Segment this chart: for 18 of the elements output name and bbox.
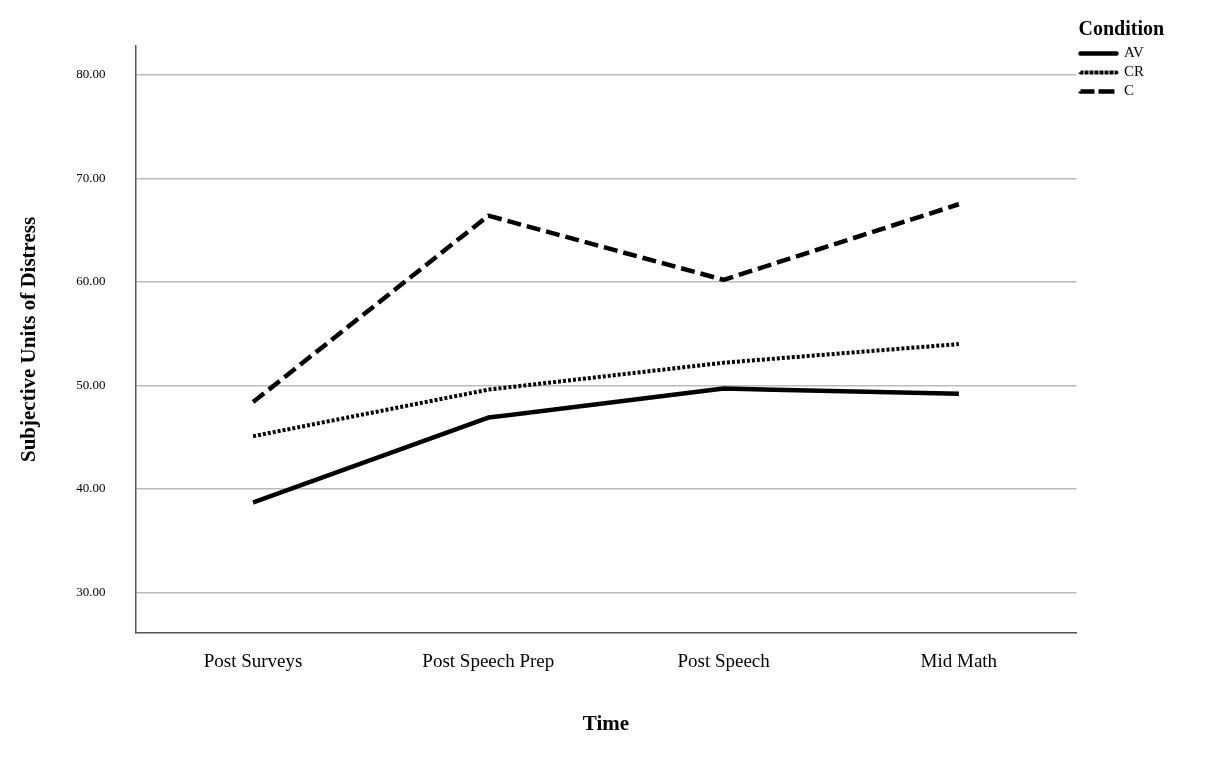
legend-label: CR (1123, 63, 1145, 80)
x-tick-label: Mid Math (920, 650, 998, 672)
x-axis-title: Time (582, 710, 630, 735)
line-series (251, 342, 961, 439)
line-series (250, 202, 962, 405)
y-tick-label: 30.00 (76, 584, 106, 600)
legend-title: Condition (1078, 17, 1165, 40)
y-tick-label: 80.00 (76, 66, 106, 82)
legend-label: C (1123, 82, 1135, 99)
y-tick-label: 70.00 (76, 169, 106, 185)
y-tick-label: 50.00 (76, 376, 106, 392)
x-tick-label: Post Speech (677, 650, 771, 672)
x-tick-label: Post Speech Prep (422, 650, 555, 672)
y-axis-title: Subjective Units of Distress (16, 216, 41, 462)
y-tick-label: 60.00 (76, 273, 106, 289)
legend-label: AV (1123, 44, 1144, 61)
x-tick-label: Post Surveys (203, 650, 303, 672)
y-tick-label: 40.00 (76, 480, 106, 496)
